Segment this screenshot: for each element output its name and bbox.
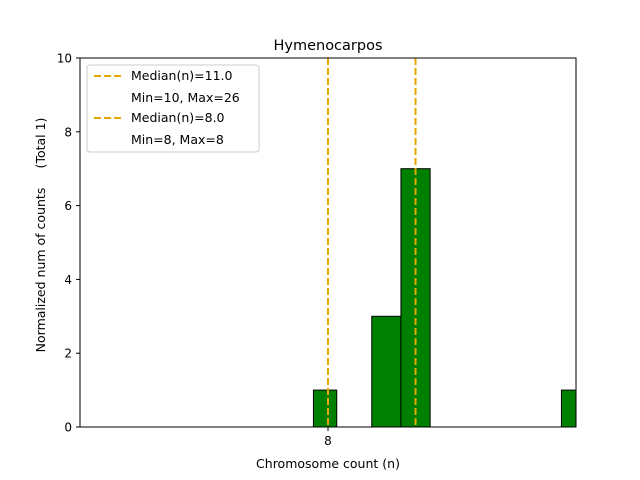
y-tick-label-1: 0 [64, 421, 72, 435]
x-axis-label: Chromosome count (n) [256, 456, 400, 471]
y-tick-label-4: 6 [64, 199, 72, 213]
legend-label-1: Median(n)=11.0 [131, 68, 232, 83]
legend: Median(n)=11.0 Min=10, Max=26 Median(n)=… [86, 64, 260, 153]
y-tick-label-6: 10 [57, 52, 72, 66]
y-axis-label: Normalized num of counts [33, 188, 48, 353]
histogram-bar-2 [371, 315, 402, 428]
legend-box [86, 64, 260, 153]
histogram-bar-4 [560, 389, 577, 428]
histogram-bar-1 [312, 389, 338, 428]
x-tick-label-1: 8 [324, 434, 332, 448]
chart-title: Hymenocarpos [273, 38, 382, 54]
legend-sub-2: Min=8, Max=8 [131, 132, 224, 147]
y-axis-total-label: (Total 1) [33, 118, 48, 169]
y-tick-label-3: 4 [64, 273, 72, 287]
y-tick-label-5: 8 [64, 125, 72, 139]
legend-label-2: Median(n)=8.0 [131, 110, 225, 125]
legend-sub-1: Min=10, Max=26 [131, 90, 240, 105]
y-tick-label-2: 2 [64, 347, 72, 361]
